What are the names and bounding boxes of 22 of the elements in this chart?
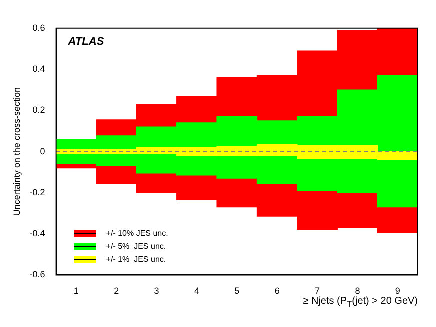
x-axis-title: ≥ Njets (P$_{T}$(jet) > 20 GeV) xyxy=(302,296,419,309)
x-tick-label: 1 xyxy=(74,286,79,296)
x-tick-label: 3 xyxy=(154,286,160,296)
y-axis-title: Uncertainty on the cross-section xyxy=(12,88,22,216)
x-tick-label: 5 xyxy=(234,286,240,296)
y-tick-label: 0 xyxy=(40,146,46,156)
x-tick-label: 4 xyxy=(194,286,200,296)
y-tick-label: -0.2 xyxy=(30,187,46,198)
annotation: ATLAS xyxy=(67,36,105,48)
x-tick-label: 7 xyxy=(315,286,320,296)
x-tick-label: 8 xyxy=(355,286,360,296)
y-tick-label: -0.6 xyxy=(30,270,46,280)
legend-label: +/- 1% JES unc. xyxy=(106,254,166,264)
y-tick-label: 0.4 xyxy=(32,64,46,74)
legend-label: +/- 5% JES unc. xyxy=(106,242,166,251)
x-tick-label: 2 xyxy=(114,286,120,296)
x-tick-label: 6 xyxy=(274,286,280,296)
x-tick-label: 9 xyxy=(395,286,400,296)
y-tick-label: 0.2 xyxy=(32,105,46,116)
legend-label: +/- 10% JES unc. xyxy=(106,228,168,238)
y-tick-label: -0.4 xyxy=(30,228,46,239)
y-tick-label: 0.6 xyxy=(32,22,46,33)
